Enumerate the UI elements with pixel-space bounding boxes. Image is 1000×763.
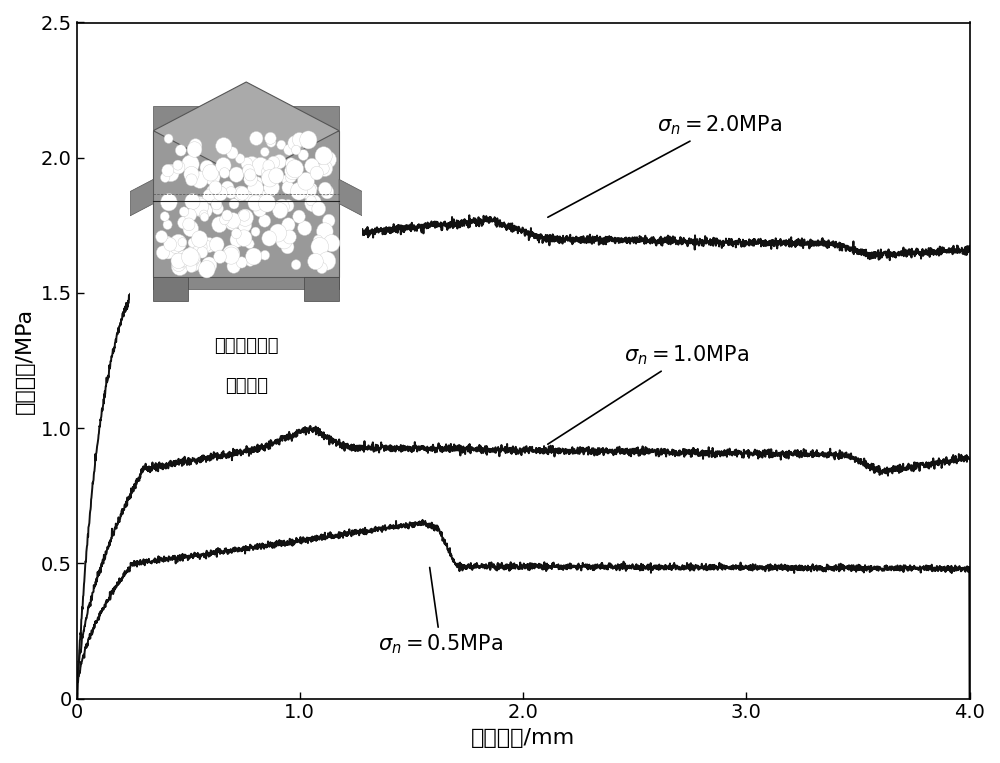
Text: 光滑节理虚拟: 光滑节理虚拟	[214, 337, 278, 355]
Text: 直剪试验: 直剪试验	[225, 378, 268, 395]
X-axis label: 剪切位移/mm: 剪切位移/mm	[471, 728, 575, 748]
Text: $\sigma_n = 0.5\mathrm{MPa}$: $\sigma_n = 0.5\mathrm{MPa}$	[378, 568, 503, 656]
Text: $\sigma_n = 2.0\mathrm{MPa}$: $\sigma_n = 2.0\mathrm{MPa}$	[548, 114, 782, 217]
Y-axis label: 剪切应力/MPa: 剪切应力/MPa	[15, 307, 35, 414]
Text: $\sigma_n = 1.0\mathrm{MPa}$: $\sigma_n = 1.0\mathrm{MPa}$	[548, 343, 749, 444]
